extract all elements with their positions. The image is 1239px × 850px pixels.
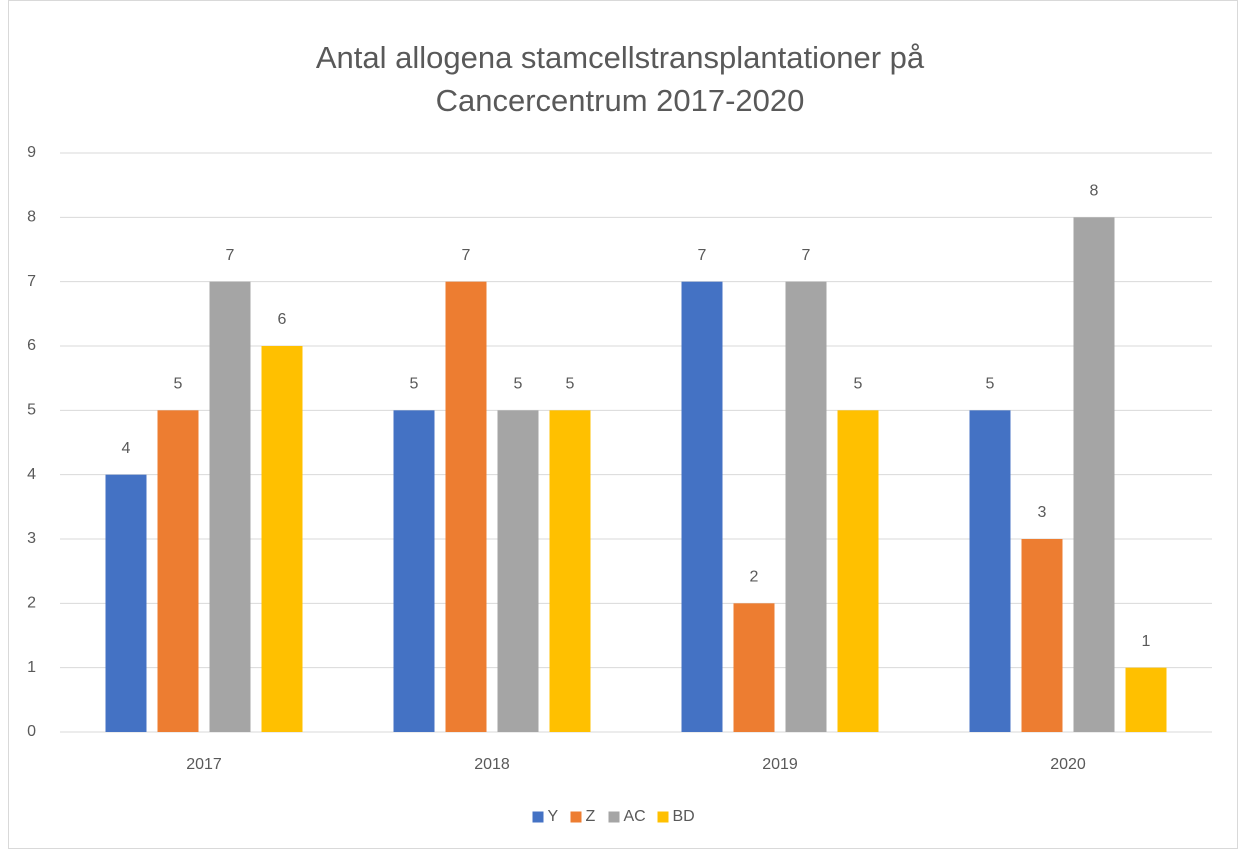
legend-swatch (532, 811, 544, 823)
y-tick-label: 8 (27, 209, 36, 226)
data-label: 5 (854, 376, 863, 393)
bar (1073, 217, 1115, 733)
bar (1125, 667, 1167, 732)
data-label: 7 (462, 247, 471, 264)
data-label: 5 (514, 376, 523, 393)
data-label: 1 (1142, 633, 1151, 650)
data-label: 4 (122, 440, 131, 457)
bar (497, 410, 539, 732)
bar (1021, 539, 1063, 732)
legend-swatch (608, 811, 620, 823)
legend-swatch (570, 811, 582, 823)
x-tick-label: 2020 (1050, 756, 1086, 773)
bar (209, 281, 251, 732)
y-tick-label: 1 (27, 659, 36, 676)
y-tick-label: 7 (27, 273, 36, 290)
bar (733, 603, 775, 732)
bar (445, 281, 487, 732)
y-tick-label: 5 (27, 402, 36, 419)
bar (969, 410, 1011, 732)
chart-title: Antal allogena stamcellstransplantatione… (315, 40, 925, 118)
data-label: 7 (226, 247, 235, 264)
data-label: 5 (566, 376, 575, 393)
y-tick-label: 0 (27, 723, 36, 740)
y-tick-label: 6 (27, 337, 36, 354)
legend-label: BD (673, 808, 695, 825)
data-label: 7 (802, 247, 811, 264)
data-label: 5 (174, 376, 183, 393)
bar (681, 281, 723, 732)
bar (785, 281, 827, 732)
legend-label: AC (624, 808, 646, 825)
data-label: 8 (1090, 183, 1099, 200)
bar (393, 410, 435, 732)
bar (549, 410, 591, 732)
data-label: 5 (986, 376, 995, 393)
bar (837, 410, 879, 732)
data-label: 3 (1038, 504, 1047, 521)
data-label: 2 (750, 569, 759, 586)
bar (105, 474, 147, 732)
bar (261, 346, 303, 732)
y-tick-label: 9 (27, 144, 36, 161)
y-tick-label: 4 (27, 466, 36, 483)
data-label: 6 (278, 311, 287, 328)
x-tick-label: 2018 (474, 756, 510, 773)
y-tick-label: 2 (27, 595, 36, 612)
legend-label: Z (586, 808, 596, 825)
data-label: 5 (410, 376, 419, 393)
bar (157, 410, 199, 732)
chart-border (8, 0, 1238, 849)
x-tick-label: 2019 (762, 756, 798, 773)
data-label: 7 (698, 247, 707, 264)
legend-swatch (657, 811, 669, 823)
y-tick-label: 3 (27, 530, 36, 547)
legend-label: Y (548, 808, 559, 825)
x-tick-label: 2017 (186, 756, 222, 773)
